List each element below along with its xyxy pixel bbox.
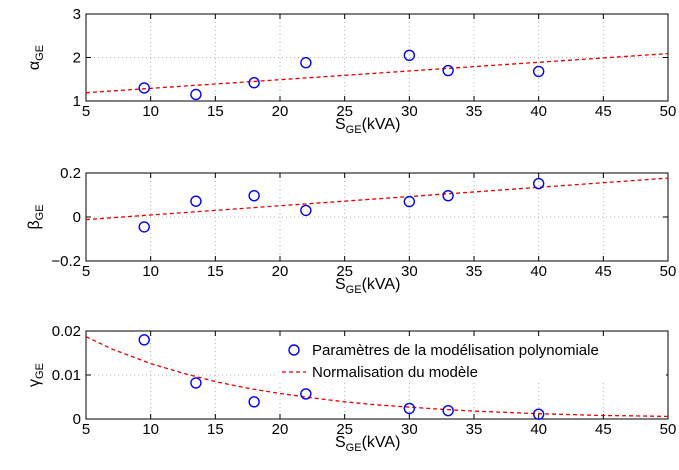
- scatter-point: [443, 191, 453, 201]
- x-tick-label: 35: [466, 263, 483, 280]
- x-tick-label: 10: [142, 263, 159, 280]
- x-tick-label: 15: [207, 263, 224, 280]
- x-tick-label: 5: [82, 421, 90, 438]
- x-tick-label: 5: [82, 263, 90, 280]
- scatter-point: [139, 335, 149, 345]
- x-tick-label: 10: [142, 103, 159, 120]
- x-tick-label: 45: [595, 263, 612, 280]
- x-tick-label: 50: [660, 263, 677, 280]
- scatter-point: [443, 66, 453, 76]
- fit-line: [86, 54, 668, 93]
- legend: Paramètres de la modélisation polynomial…: [276, 336, 666, 382]
- x-tick-label: 15: [207, 421, 224, 438]
- scatter-point: [301, 389, 311, 399]
- x-tick-label: 5: [82, 103, 90, 120]
- x-tick-label: 50: [660, 421, 677, 438]
- x-tick-label: 50: [660, 103, 677, 120]
- x-tick-label: 40: [530, 421, 547, 438]
- y-tick-label: 0: [73, 411, 81, 428]
- x-tick-label: 40: [530, 263, 547, 280]
- y-axis-label: αGE: [26, 45, 46, 70]
- x-axis-label: SGE(kVA): [335, 276, 400, 296]
- y-tick-label: 2: [73, 50, 81, 67]
- scatter-point: [139, 222, 149, 232]
- y-tick-label: 0.02: [52, 323, 81, 340]
- x-axis-label: SGE(kVA): [335, 434, 400, 454]
- legend-label: Normalisation du modèle: [312, 364, 478, 381]
- x-tick-label: 10: [142, 421, 159, 438]
- scatter-point: [301, 58, 311, 68]
- y-tick-label: 0.2: [60, 165, 81, 182]
- scatter-point: [534, 179, 544, 189]
- x-tick-label: 20: [272, 421, 289, 438]
- y-tick-label: 0: [73, 209, 81, 226]
- x-tick-label: 45: [595, 103, 612, 120]
- y-axis-label: γGE: [26, 363, 46, 387]
- scatter-point: [301, 205, 311, 215]
- scatter-point: [249, 397, 259, 407]
- x-tick-label: 30: [401, 263, 418, 280]
- chart-panel-3: 5 10 15 20 25 30 35 40 45 5000.010.02SGE(kVA)γGEP…: [26, 323, 676, 454]
- scatter-point: [191, 378, 201, 388]
- x-tick-label: 40: [530, 103, 547, 120]
- y-axis-label: βGE: [26, 204, 46, 229]
- scatter-point: [191, 89, 201, 99]
- y-tick-label: 1: [73, 93, 81, 110]
- y-tick-label: −0.2: [51, 253, 81, 270]
- scatter-point: [249, 191, 259, 201]
- axes-box: [86, 14, 668, 101]
- x-tick-label: 45: [595, 421, 612, 438]
- axes-box: [86, 173, 668, 261]
- y-tick-label: 0.01: [52, 367, 81, 384]
- y-tick-label: 3: [73, 6, 81, 23]
- scatter-point: [139, 83, 149, 93]
- fit-line: [86, 178, 668, 220]
- x-tick-label: 30: [401, 103, 418, 120]
- x-tick-label: 20: [272, 263, 289, 280]
- scatter-point: [191, 196, 201, 206]
- x-tick-label: 30: [401, 421, 418, 438]
- legend-label: Paramètres de la modélisation polynomial…: [312, 342, 599, 359]
- x-tick-label: 35: [466, 103, 483, 120]
- scatter-point: [443, 406, 453, 416]
- scatter-point: [249, 78, 259, 88]
- x-tick-label: 20: [272, 103, 289, 120]
- x-tick-label: 35: [466, 421, 483, 438]
- x-tick-label: 15: [207, 103, 224, 120]
- x-axis-label: SGE(kVA): [335, 116, 400, 136]
